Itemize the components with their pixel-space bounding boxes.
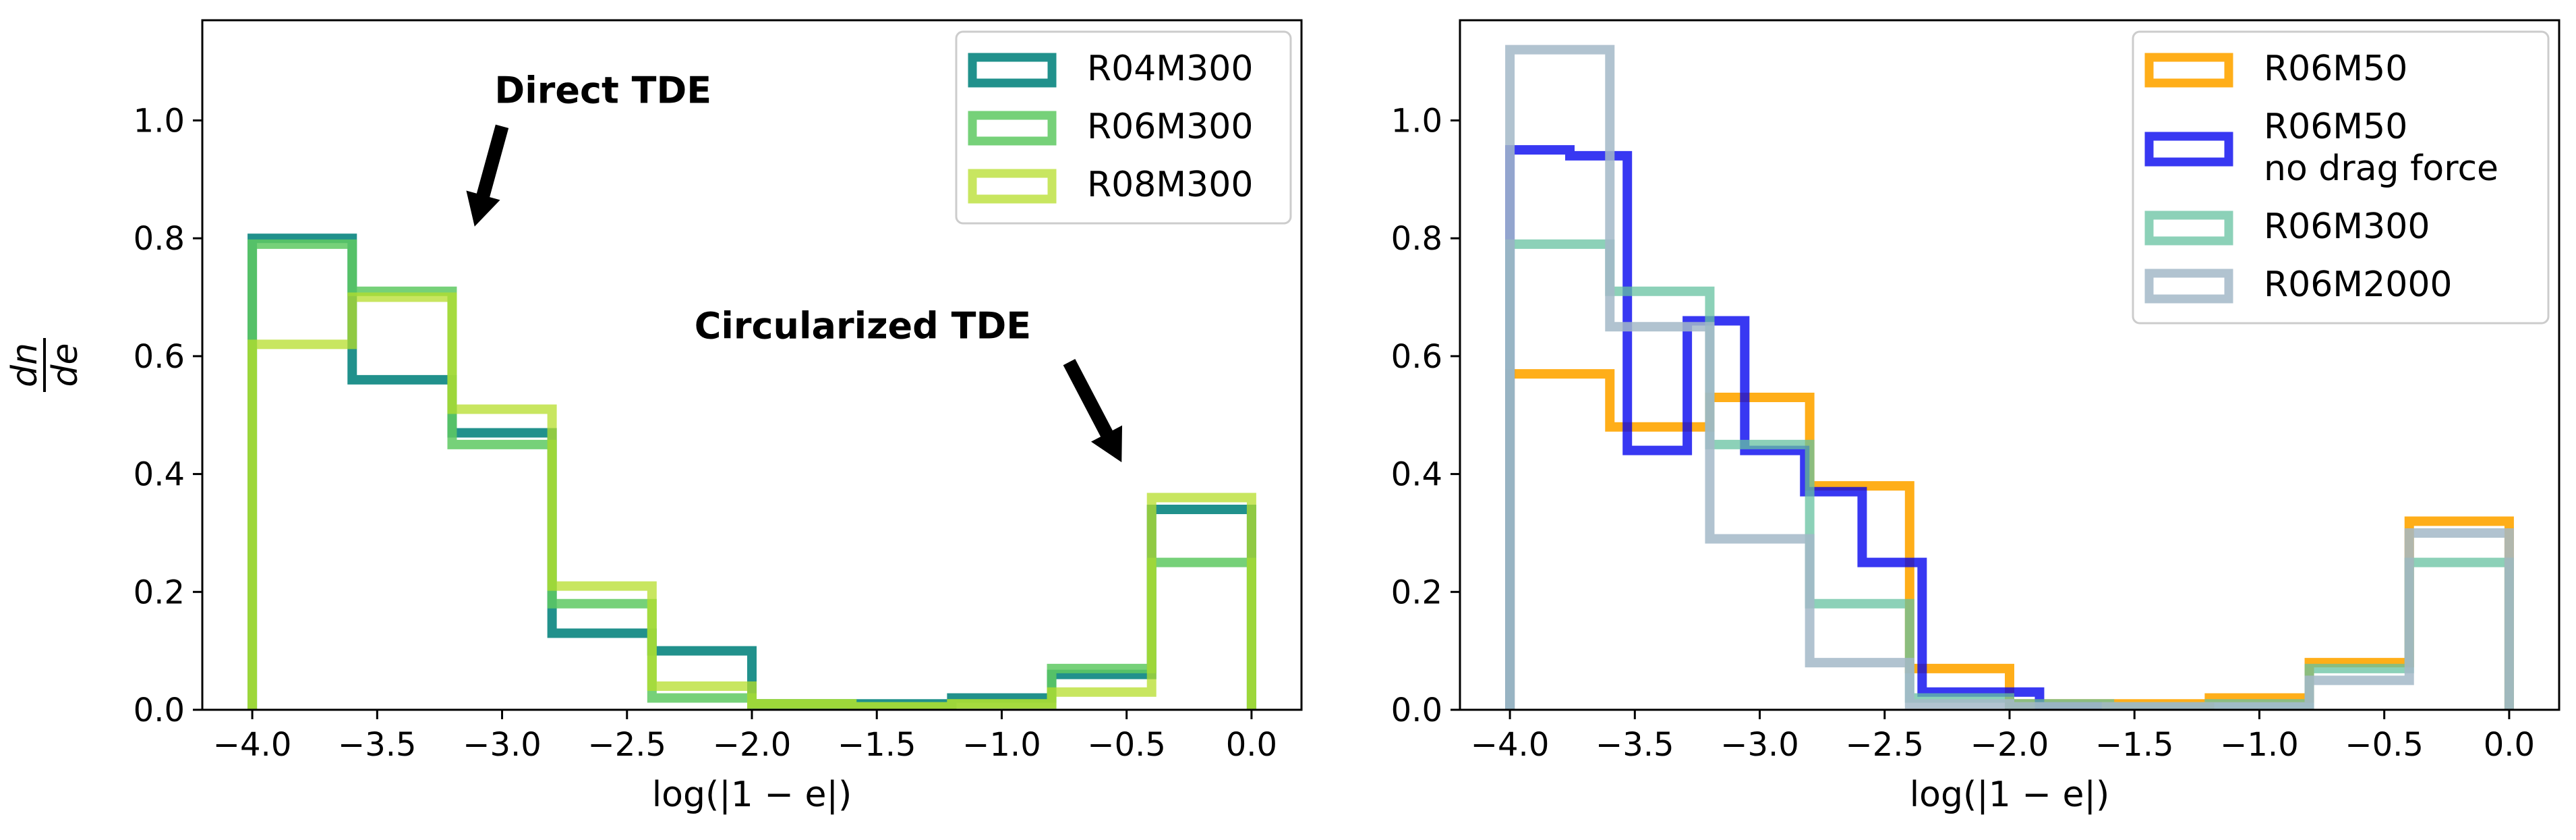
right-series-layer [1505, 45, 2514, 710]
y-label-numerator: dn [5, 343, 45, 387]
x-tick-label: −2.5 [1845, 726, 1924, 764]
legend-handle [2144, 53, 2233, 88]
y-tick-label: 0.0 [134, 692, 185, 729]
y-tick-label: 0.2 [134, 573, 185, 611]
legend-label: R06M2000 [2264, 264, 2453, 305]
right-x-axis-label: log(|1 − e|) [1910, 775, 2110, 815]
x-tick-label: −1.0 [2220, 726, 2299, 764]
right-x-ticks: −4.0 −3.5 −3.0 −2.5 −2.0 −1.5 −1.0 −0.5 0.0 [1471, 710, 2535, 764]
x-tick-label: 0.0 [1226, 726, 1277, 764]
y-tick-label: 0.0 [1391, 692, 1442, 729]
legend-label: R06M50 [2264, 49, 2407, 89]
legend-label: R06M300 [1087, 107, 1253, 147]
x-tick-label: −3.5 [338, 726, 417, 764]
x-tick-label: −0.5 [1087, 726, 1166, 764]
legend-label: R06M50 [2264, 107, 2407, 147]
annotation-arrow [1063, 358, 1123, 463]
y-label-denominator: de [45, 343, 86, 387]
x-tick-label: −3.0 [1720, 726, 1799, 764]
annotation-text: Direct TDE [494, 69, 711, 111]
x-tick-label: −2.0 [713, 726, 792, 764]
y-tick-label: 0.2 [1391, 573, 1442, 611]
left-y-ticks: 0.0 0.2 0.4 0.6 0.8 1.0 [134, 102, 202, 729]
left-y-axis-label: dn de [5, 338, 86, 392]
right-y-ticks: 0.0 0.2 0.4 0.6 0.8 1.0 [1391, 102, 1460, 729]
x-tick-label: −4.0 [1471, 726, 1550, 764]
legend-label-line2: no drag force [2264, 148, 2498, 189]
legend-frame [2132, 30, 2550, 325]
legend-handle [2144, 132, 2233, 167]
x-tick-label: −2.0 [1970, 726, 2049, 764]
legend-handle [968, 111, 1057, 146]
x-tick-label: −1.0 [962, 726, 1041, 764]
legend-handle [968, 169, 1057, 204]
y-tick-label: 0.6 [134, 338, 185, 376]
legend-handle [2144, 211, 2233, 246]
x-tick-label: −3.0 [463, 726, 541, 764]
histogram-series-r08m300 [247, 292, 1256, 710]
histogram-series-r06m50-no-drag [1505, 145, 2102, 710]
y-tick-label: 1.0 [134, 102, 185, 140]
left-histogram-panel: −4.0 −3.5 −3.0 −2.5 −2.0 −1.5 −1.0 −0.5 0.0 0.00… [5, 19, 1303, 815]
left-annotations: Direct TDE Circularized TDE [466, 69, 1123, 463]
x-tick-label: −2.5 [587, 726, 666, 764]
annotation-text: Circularized TDE [695, 305, 1031, 347]
x-tick-label: 0.0 [2484, 726, 2535, 764]
y-tick-label: 0.4 [1391, 456, 1442, 494]
y-tick-label: 0.8 [1391, 220, 1442, 258]
x-tick-label: −0.5 [2345, 726, 2424, 764]
legend-handle [2144, 269, 2233, 304]
legend-label: R04M300 [1087, 49, 1253, 89]
legend-label: R06M300 [2264, 206, 2430, 247]
left-x-axis-label: log(|1 − e|) [652, 775, 852, 815]
right-histogram-panel: −4.0 −3.5 −3.0 −2.5 −2.0 −1.5 −1.0 −0.5 0.0 0.00… [1391, 19, 2560, 815]
histogram-series-r04m300 [247, 233, 1256, 710]
legend-label: R08M300 [1087, 165, 1253, 205]
y-tick-label: 0.6 [1391, 338, 1442, 376]
histogram-series-r06m2000 [1505, 45, 2514, 710]
legend-handle [968, 53, 1057, 88]
left-series-layer [247, 233, 1256, 710]
x-tick-label: −3.5 [1596, 726, 1674, 764]
left-x-ticks: −4.0 −3.5 −3.0 −2.5 −2.0 −1.5 −1.0 −0.5 0.0 [213, 710, 1277, 764]
left-legend: R04M300 R06M300 R08M300 [955, 30, 1292, 225]
x-tick-label: −1.5 [2095, 726, 2174, 764]
annotation-arrow [466, 124, 509, 227]
x-tick-label: −4.0 [213, 726, 292, 764]
x-tick-label: −1.5 [838, 726, 916, 764]
y-tick-label: 0.4 [134, 456, 185, 494]
histogram-series-r06m50 [1505, 369, 2514, 710]
y-tick-label: 0.8 [134, 220, 185, 258]
y-tick-label: 1.0 [1391, 102, 1442, 140]
